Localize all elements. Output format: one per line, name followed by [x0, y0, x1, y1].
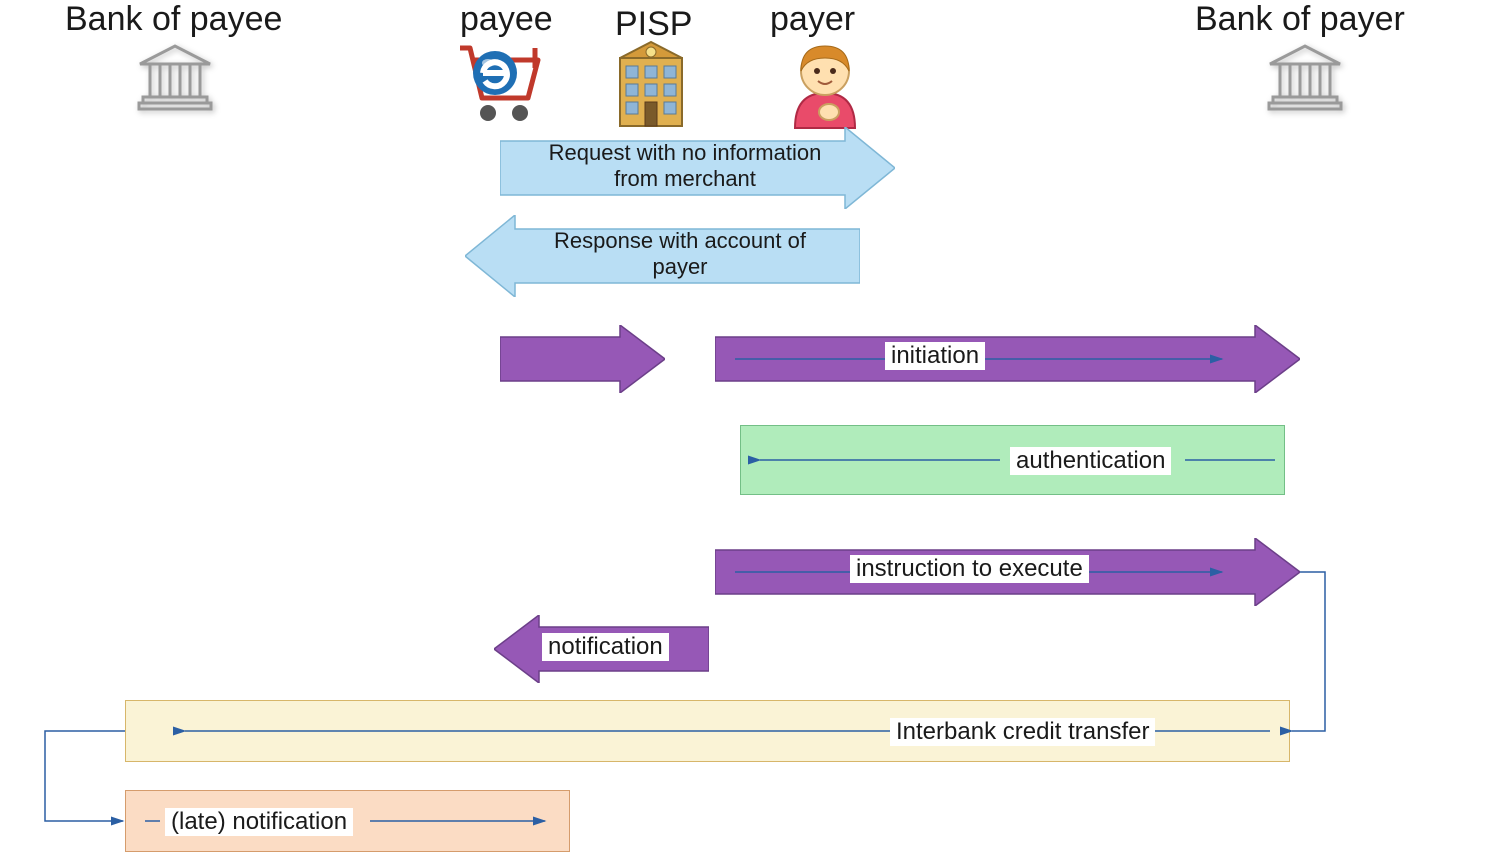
connector-interbank-to-late	[0, 0, 1512, 868]
diagram-stage: Bank of payee payee PISP payer Bank of p…	[0, 0, 1512, 868]
